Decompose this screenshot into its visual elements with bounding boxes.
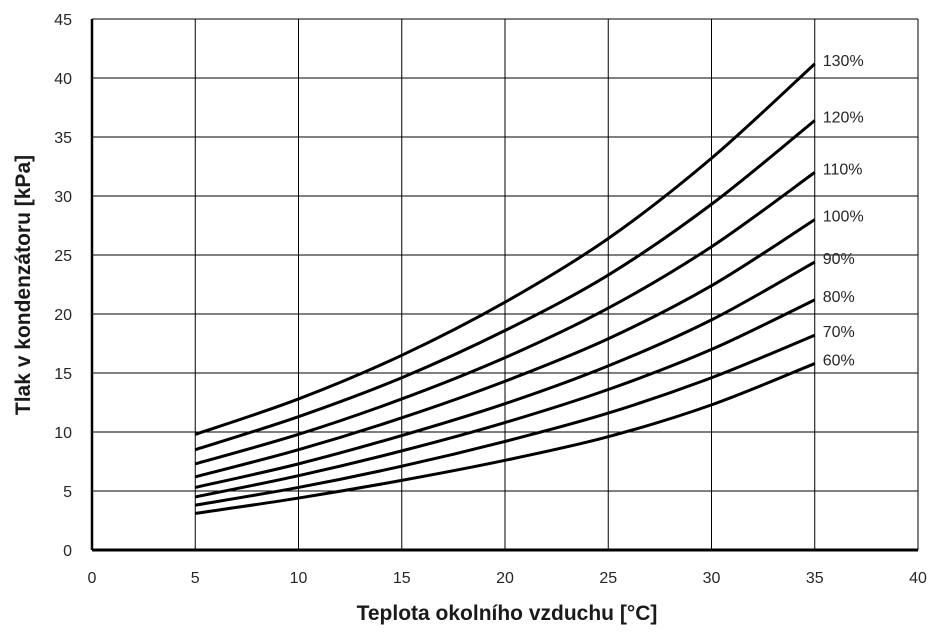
y-tick-label: 45: [54, 12, 72, 29]
x-tick-label: 25: [599, 570, 617, 587]
y-tick-label: 20: [54, 307, 72, 324]
series-label-110pct: 110%: [823, 161, 863, 178]
tick-labels: 0 5 10 15 20 25 30 35 40 0 5 10 15 20 25 30 35 40 45: [54, 12, 927, 587]
series-line-110pct: [194, 171, 816, 466]
x-tick-label: 10: [290, 570, 308, 587]
y-tick-label: 0: [63, 543, 72, 560]
y-tick-label: 30: [54, 189, 72, 206]
x-axis-title: Teplota okolního vzduchu [°C]: [357, 602, 658, 625]
y-tick-label: 25: [54, 248, 72, 265]
y-tick-label: 40: [54, 71, 72, 88]
series-label-130pct: 130%: [823, 53, 864, 70]
x-tick-label: 15: [393, 570, 411, 587]
series-line-60pct: [195, 362, 816, 515]
series-line-100pct: [194, 218, 816, 479]
y-tick-label: 35: [54, 130, 72, 147]
series-line-80pct: [194, 298, 816, 499]
x-tick-label: 30: [703, 570, 721, 587]
y-axis-title: Tlak v kondenzátoru [kPa]: [12, 155, 35, 415]
series-line-130pct: [194, 62, 816, 436]
series-label-60pct: 60%: [823, 353, 855, 370]
x-tick-label: 35: [806, 570, 824, 587]
x-tick-label: 5: [191, 570, 200, 587]
series-line-120pct: [194, 119, 816, 452]
x-tick-label: 40: [909, 570, 927, 587]
series-line-70pct: [194, 333, 816, 507]
series-labels: 130% 120% 110% 100% 90% 80% 70% 60%: [823, 53, 864, 370]
y-tick-label: 5: [63, 484, 72, 501]
series-label-70pct: 70%: [823, 324, 855, 341]
y-tick-label: 10: [54, 425, 72, 442]
series-line-90pct: [194, 260, 816, 489]
x-tick-label: 0: [88, 570, 97, 587]
series-label-80pct: 80%: [823, 289, 855, 306]
series-label-120pct: 120%: [823, 109, 864, 126]
axes: [90, 19, 918, 552]
series-label-100pct: 100%: [823, 209, 864, 226]
series-lines: [194, 62, 816, 515]
y-tick-label: 15: [54, 366, 72, 383]
series-label-90pct: 90%: [823, 251, 855, 268]
x-tick-label: 20: [496, 570, 514, 587]
